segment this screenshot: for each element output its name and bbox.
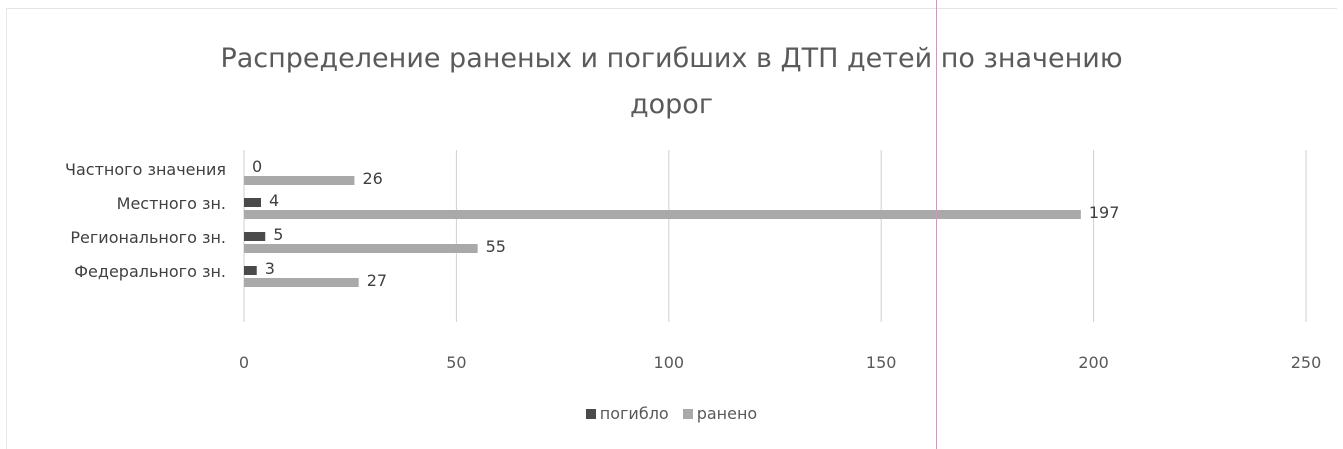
data-label-1-3: 27	[367, 271, 387, 290]
x-tick-label-150: 150	[866, 353, 897, 372]
page-guide-line	[936, 0, 937, 449]
data-label-0-2: 5	[273, 225, 283, 244]
x-tick-label-0: 0	[239, 353, 249, 372]
chart-title-line-2: дорог	[629, 89, 714, 120]
legend-swatch-died	[585, 408, 596, 419]
legend-label-died: погибло	[599, 404, 669, 423]
category-label-3: Федерального зн.	[74, 262, 226, 281]
data-label-0-0: 0	[252, 157, 262, 176]
data-label-1-2: 55	[486, 237, 506, 256]
legend-label-injured: ранено	[696, 404, 758, 423]
x-tick-label-100: 100	[654, 353, 685, 372]
legend-item-died: погибло	[585, 404, 669, 423]
chart-area	[6, 8, 1337, 449]
legend-swatch-injured	[682, 408, 693, 419]
data-label-0-3: 3	[265, 259, 275, 278]
legend-item-injured: ранено	[682, 404, 758, 423]
bar-1-2	[244, 244, 478, 253]
category-label-1: Местного зн.	[117, 194, 226, 213]
bar-1-0	[244, 176, 355, 185]
chart-legend: погибло ранено	[0, 404, 1343, 423]
data-label-1-1: 197	[1089, 203, 1120, 222]
bar-1-1	[244, 210, 1081, 219]
data-label-1-0: 26	[362, 169, 382, 188]
category-label-0: Частного значения	[65, 160, 226, 179]
x-tick-label-200: 200	[1078, 353, 1109, 372]
bar-1-3	[244, 278, 359, 287]
bar-0-1	[244, 198, 261, 207]
x-tick-label-250: 250	[1291, 353, 1322, 372]
bar-0-3	[244, 266, 257, 275]
bar-0-2	[244, 232, 266, 241]
category-label-2: Регионального зн.	[70, 228, 226, 247]
data-label-0-1: 4	[269, 191, 279, 210]
x-tick-label-50: 50	[446, 353, 466, 372]
chart-title: Распределение раненых и погибших в ДТП д…	[0, 36, 1343, 128]
chart-title-line-1: Распределение раненых и погибших в ДТП д…	[220, 43, 1123, 74]
